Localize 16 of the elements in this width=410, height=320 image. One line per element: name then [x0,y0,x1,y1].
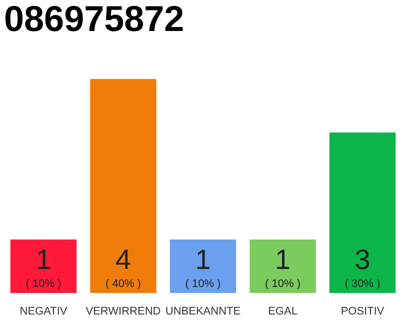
annotation: ( 10% ) [185,278,221,290]
chart-title: 086975872 [4,0,184,39]
x-tick-label: UNBEKANNTE [165,306,241,318]
annotation: ( 40% ) [106,278,141,290]
x-tick-label: VERWIRREND [86,306,161,318]
x-tick-label: NEGATIV [20,306,68,318]
x-tick-label: POSITIV [340,306,385,318]
annotation: ( 30% ) [344,278,380,290]
annotation: ( 10% ) [265,278,300,290]
data-label: 1 [195,244,211,275]
data-label: 3 [354,244,370,275]
data-label: 4 [115,244,132,275]
x-tick-label: EGAL [268,306,298,318]
annotation: ( 10% ) [26,278,62,290]
data-label: 1 [36,244,52,275]
data-label: 1 [274,244,291,275]
